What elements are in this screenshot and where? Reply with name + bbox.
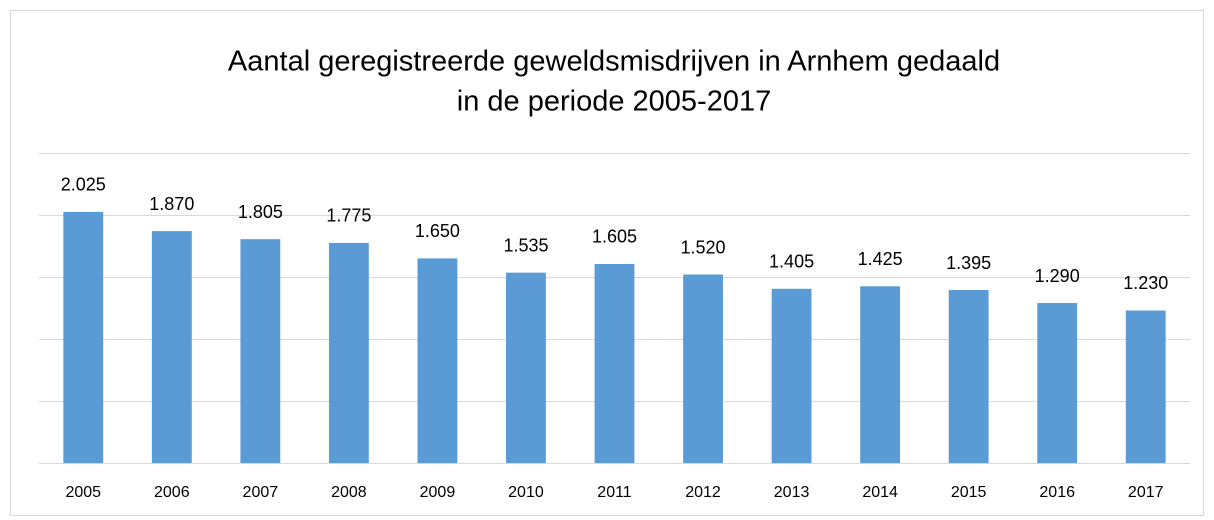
data-label: 1.775 [326,206,371,226]
bar [860,286,901,463]
data-label: 1.535 [503,235,548,255]
x-tick-label: 2012 [685,484,721,501]
data-label: 1.520 [681,237,726,257]
x-tick-label: 2015 [951,484,987,501]
data-label: 1.650 [415,221,460,241]
bar [1037,303,1078,463]
x-tick-label: 2017 [1128,484,1164,501]
bar [63,211,104,463]
bar [506,272,546,463]
data-label: 2.025 [61,175,106,195]
data-label: 1.230 [1123,273,1168,293]
data-label: 1.605 [592,227,637,247]
x-tick-label: 2006 [154,484,190,501]
bar [417,258,458,463]
data-label: 1.395 [946,253,991,273]
bar [328,242,369,463]
data-label: 1.870 [149,194,194,214]
x-tick-label: 2005 [65,484,101,501]
x-tick-label: 2014 [862,484,898,501]
data-label: 1.405 [769,252,814,272]
bar [948,290,989,463]
chart-title: Aantal geregistreerde geweldsmisdrijven … [228,46,1000,78]
bar [240,239,281,463]
chart-title: in de periode 2005-2017 [457,86,771,118]
bar [594,263,635,463]
x-tick-label: 2013 [774,484,810,501]
bar [1125,310,1166,463]
x-tick-label: 2008 [331,484,367,501]
bar [151,231,192,463]
bar [771,288,812,463]
x-tick-label: 2009 [420,484,456,501]
x-tick-label: 2007 [243,484,279,501]
x-tick-label: 2010 [508,484,544,501]
data-label: 1.425 [858,249,903,269]
data-label: 1.290 [1035,266,1080,286]
data-label: 1.805 [238,202,283,222]
bar [683,274,723,463]
x-tick-label: 2011 [597,484,632,501]
x-tick-label: 2016 [1039,484,1075,501]
